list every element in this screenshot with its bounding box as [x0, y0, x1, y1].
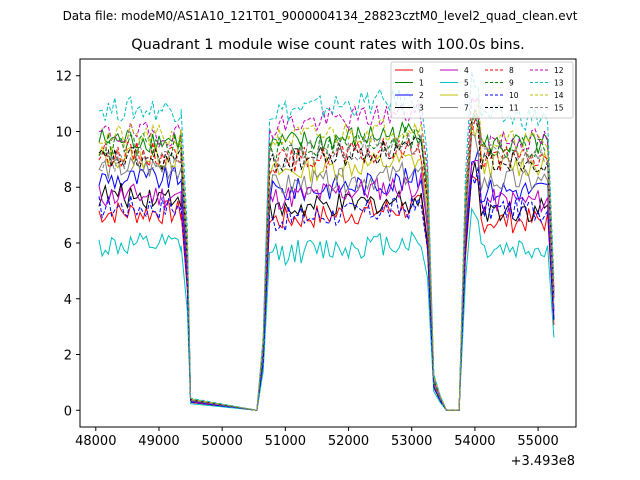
legend-label-11: 11 — [509, 104, 519, 113]
x-tick-label: 53000 — [391, 434, 432, 449]
legend-label-5: 5 — [464, 79, 469, 88]
legend-label-7: 7 — [464, 104, 469, 113]
legend-label-8: 8 — [509, 66, 514, 75]
series-line-10 — [98, 167, 555, 411]
legend-label-10: 10 — [509, 91, 519, 100]
series-line-1 — [98, 108, 555, 411]
legend-label-12: 12 — [554, 66, 564, 75]
suptitle: Data file: modeM0/AS1A10_121T01_90000041… — [63, 9, 578, 23]
legend-label-13: 13 — [554, 79, 564, 88]
series-lines — [98, 71, 555, 411]
y-tick-label: 4 — [64, 293, 72, 308]
x-tick-label: 51000 — [265, 434, 306, 449]
legend-label-0: 0 — [419, 66, 424, 75]
y-tick-label: 8 — [64, 181, 72, 196]
legend-label-9: 9 — [509, 79, 514, 88]
legend-label-6: 6 — [464, 91, 469, 100]
x-tick-label: 52000 — [328, 434, 369, 449]
x-offset-label: +3.493e8 — [511, 454, 575, 469]
y-tick-label: 0 — [64, 404, 72, 419]
legend-label-15: 15 — [554, 104, 564, 113]
series-line-3 — [98, 161, 555, 411]
legend-label-2: 2 — [419, 91, 424, 100]
x-tick-label: 54000 — [454, 434, 495, 449]
chart-title: Quadrant 1 module wise count rates with … — [131, 37, 525, 53]
legend-label-3: 3 — [419, 104, 424, 113]
x-axis-ticks: 48000 49000 50000 51000 52000 53000 54000 55000 — [75, 427, 559, 449]
series-line-14 — [98, 99, 555, 411]
series-line-7 — [98, 133, 555, 411]
series-line-0 — [98, 174, 555, 411]
y-tick-label: 12 — [55, 70, 72, 85]
series-line-6 — [98, 121, 555, 411]
series-line-9 — [98, 115, 555, 411]
series-line-4 — [98, 159, 555, 411]
series-line-2 — [98, 149, 555, 411]
x-tick-label: 48000 — [75, 434, 116, 449]
y-axis-ticks: 0 2 4 6 8 10 12 — [55, 70, 80, 419]
x-tick-label: 49000 — [138, 434, 179, 449]
x-tick-label: 55000 — [517, 434, 558, 449]
x-tick-label: 50000 — [201, 434, 242, 449]
series-line-12 — [98, 95, 555, 411]
legend-label-14: 14 — [554, 91, 564, 100]
y-tick-label: 2 — [64, 349, 72, 364]
y-tick-label: 10 — [55, 125, 72, 140]
series-line-11 — [98, 114, 555, 411]
legend-box — [390, 61, 574, 119]
legend-label-4: 4 — [464, 66, 469, 75]
y-tick-label: 6 — [64, 237, 72, 252]
series-line-5 — [98, 207, 555, 411]
legend-label-1: 1 — [419, 79, 424, 88]
